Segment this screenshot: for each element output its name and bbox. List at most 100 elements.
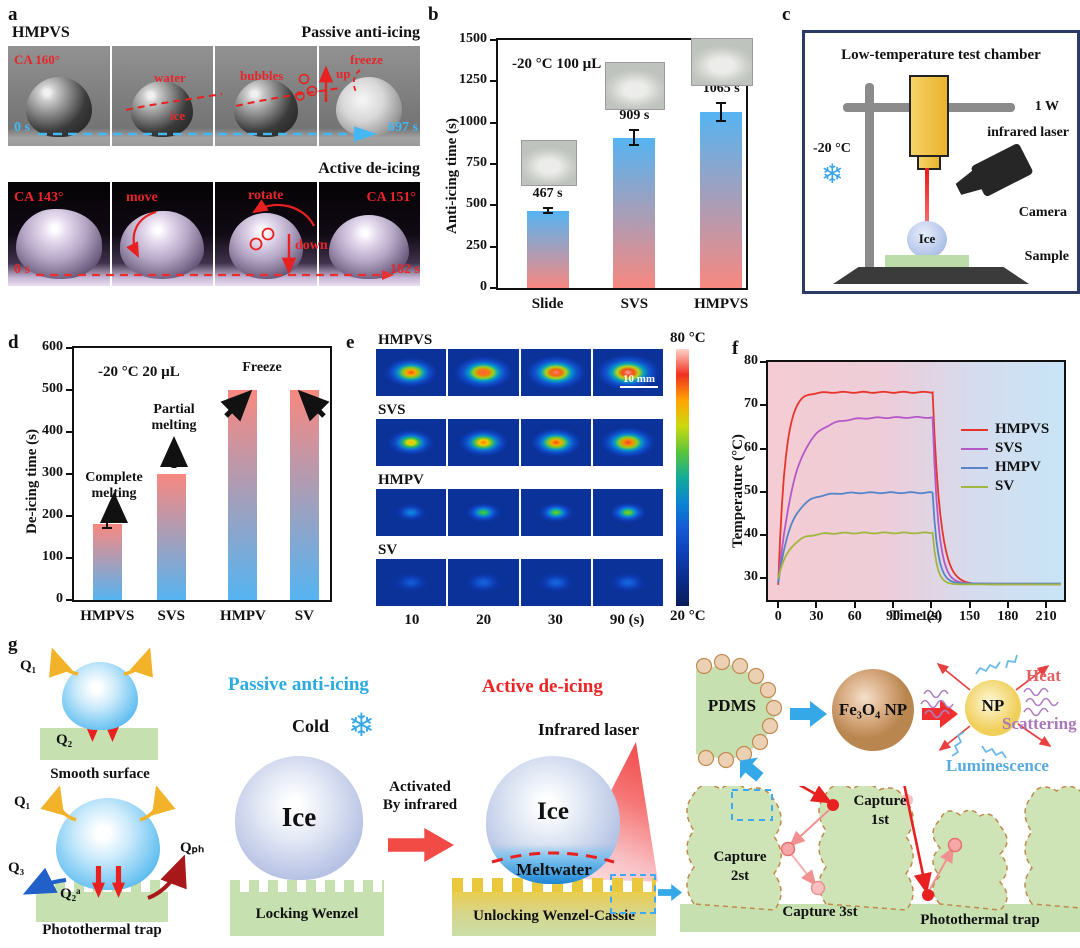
panel-d-letter: d — [8, 332, 19, 353]
x-tick — [815, 601, 818, 608]
q3-label: Q₃ — [8, 860, 25, 876]
legend: HMPVS SVS HMPV SV — [961, 420, 1049, 496]
ice-lump — [15, 209, 102, 279]
thermal-row-label: SVS — [378, 402, 406, 418]
scalloped-pillar — [686, 786, 782, 911]
infrared-laser-label: infrared laser — [987, 125, 1069, 140]
y-tick — [490, 245, 497, 248]
substrate-body: Unlocking Wenzel-Cassie — [452, 892, 656, 936]
pdms-label: PDMS — [707, 696, 757, 715]
legend-label: SV — [995, 478, 1015, 494]
thermal-strip — [376, 489, 663, 536]
ice-label: Ice — [281, 802, 317, 832]
scale-bar — [620, 386, 658, 388]
condition-label: -20 °C 100 µL — [512, 56, 602, 72]
x-tick-label: 60 — [847, 609, 862, 624]
q1-label: Q₁ — [14, 794, 31, 810]
bar-value-label: 909 s — [619, 108, 650, 124]
droplet — [131, 81, 194, 137]
category-label: SVS — [620, 296, 649, 312]
q1-label: Q₁ — [20, 658, 37, 674]
anti-icing-bar-chart: Anti-icing time (s) 0 250 500 750 1000 1250 15… — [444, 31, 754, 312]
thermal-row-label: HMPVS — [378, 332, 433, 348]
droplet-photo-inset — [605, 62, 666, 110]
stand-base — [833, 267, 1029, 284]
droplet — [25, 77, 92, 137]
category-label: HMPV — [220, 608, 266, 624]
thermal-frame — [376, 419, 447, 466]
snowflake-icon: ❄ — [821, 159, 844, 189]
x-tick-label: 0 — [774, 609, 782, 624]
scale-bar-label: 10 mm — [622, 373, 656, 385]
smooth-substrate — [40, 728, 158, 760]
photo-frame — [111, 46, 213, 146]
sample-slab — [885, 255, 969, 269]
y-tick — [66, 557, 73, 559]
down-label: down — [295, 238, 328, 253]
active-de-icing-title: Active de-icing — [482, 676, 603, 697]
t1-label: 697 s — [388, 120, 418, 135]
y-tick — [760, 490, 767, 493]
x-tick — [853, 601, 856, 608]
photo-frame — [8, 46, 110, 146]
y-tick-label: 50 — [744, 482, 758, 498]
y-tick-label: 500 — [466, 196, 487, 212]
power-label: 1 W — [1034, 99, 1059, 114]
capture3-label: Capture 3st — [782, 904, 858, 920]
panel-a: a HMPVS Passive anti-icing CA 160° water… — [8, 4, 420, 306]
micropillar-teeth — [230, 880, 384, 892]
legend-swatch — [961, 428, 988, 431]
thermal-frame — [448, 349, 519, 396]
y-tick-label: 750 — [466, 155, 487, 170]
y-tick — [760, 534, 767, 537]
panel-b-letter: b — [428, 4, 439, 25]
data-bar — [613, 137, 656, 288]
data-bar — [228, 390, 258, 600]
y-tick — [490, 163, 497, 165]
legend-label: HMPVS — [995, 421, 1050, 437]
photothermal-trap-label: Photothermal trap — [42, 922, 162, 938]
thermal-frame — [520, 489, 591, 536]
smooth-surface-label: Smooth surface — [50, 766, 150, 782]
panel-c-letter: c — [782, 4, 791, 25]
photo-frame — [318, 182, 420, 286]
category-label: HMPVS — [80, 608, 135, 624]
t0-label: 0 s — [14, 262, 30, 277]
annotation-layer — [100, 389, 330, 523]
x-tick — [892, 601, 895, 608]
laser-nozzle — [917, 155, 941, 170]
thermal-strip: 10 mm — [376, 349, 663, 396]
error-cap — [629, 129, 640, 132]
error-cap — [716, 120, 727, 122]
sample-label: Sample — [1024, 249, 1069, 264]
photothermal-trap2-label: Photothermal trap — [920, 912, 1040, 928]
substrate-body: Locking Wenzel — [230, 892, 384, 936]
y-tick-label: 250 — [466, 237, 487, 253]
np-label: NP — [981, 696, 1005, 715]
y-tick-label: 80 — [744, 353, 758, 368]
water-label: water — [154, 70, 186, 85]
thermal-image-grid: HMPVS 10 mm SVS HMPV SV 10 20 30 90 (s) — [346, 330, 720, 632]
line-series-layer — [777, 390, 1061, 586]
zoom-pointer-arrow — [658, 884, 682, 901]
meltwater-label: Meltwater — [516, 860, 592, 879]
data-bar — [526, 210, 569, 288]
ice-ball — [907, 221, 947, 258]
legend-entry: SV — [961, 477, 1049, 496]
locking-wenzel-label: Locking Wenzel — [255, 906, 359, 922]
data-bar — [92, 523, 122, 600]
np-mechanism-diagram — [695, 654, 1059, 769]
y-tick-label: 40 — [744, 526, 758, 542]
y-tick-label: 1500 — [459, 31, 487, 46]
category-label: Slide — [531, 296, 564, 312]
thermal-frame — [520, 419, 591, 466]
droplet-photo-inset — [520, 140, 577, 186]
bar-value-label: 467 s — [532, 186, 563, 202]
capture1-label: Capture 1st — [840, 792, 920, 830]
y-tick-label: 60 — [744, 439, 758, 455]
ice-label: Ice — [918, 231, 936, 246]
category-label: SV — [294, 608, 314, 624]
error-cap — [629, 144, 640, 147]
unlocking-label: Unlocking Wenzel-Cassie — [473, 908, 635, 924]
y-tick — [66, 473, 73, 475]
